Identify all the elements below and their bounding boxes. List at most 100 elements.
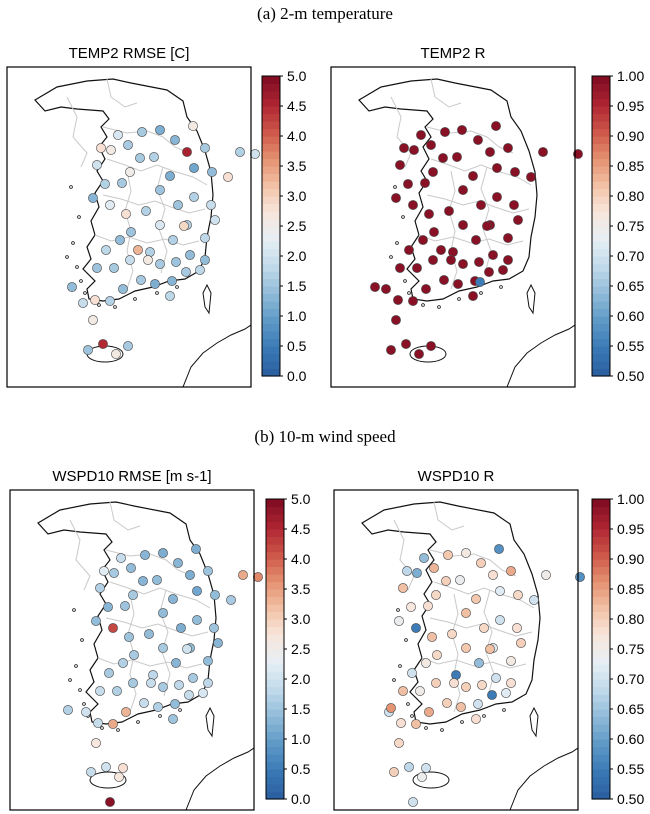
station-marker [91,738,101,748]
colorbar-segment [592,271,610,280]
map-panel-4: WSPD10 R 1.00 0.95 0.90 0.85 0.80 0.75 0.70 0.65… [333,468,644,811]
colorbar-tick-label: 0.5 [287,338,307,354]
panel-frame [6,66,252,388]
coast-island [68,678,72,682]
station-marker [421,763,431,773]
station-marker [92,263,102,273]
station-marker [403,179,413,189]
station-marker [191,544,201,554]
coastline-island [529,706,539,738]
coast-island [460,720,464,724]
colorbar-segment [592,83,610,92]
station-marker [170,135,180,145]
section-b-title: (b) 10-m wind speed [254,427,396,446]
station-marker [165,171,175,181]
station-marker [111,349,121,359]
colorbar-segment [262,166,280,175]
colorbar-segment [266,641,284,650]
station-marker [439,275,449,285]
station-marker [128,590,138,600]
colorbar-segment [262,316,280,325]
colorbar-segment [592,91,610,100]
station-marker [140,550,150,560]
coast-island [83,291,87,295]
station-marker [461,643,471,653]
station-marker [381,284,391,294]
colorbar-tick-label: 5.0 [287,68,307,84]
colorbar-tick-label: 1.0 [291,731,311,747]
colorbar-segment [266,656,284,665]
colorbar-segment [592,308,610,317]
colorbar-segment [262,346,280,355]
station-marker [168,235,178,245]
station-marker [126,227,136,237]
station-marker [115,235,125,245]
colorbar-segment [592,784,610,793]
coast-island [77,215,81,219]
province-border [393,519,415,591]
station-marker [105,797,115,807]
station-marker [148,670,158,680]
station-marker [203,566,213,576]
colorbar-tick-label: 0.65 [617,278,644,294]
colorbar-segment [592,686,610,695]
colorbar-segment [266,724,284,733]
station-marker [399,143,409,153]
colorbar-segment [262,301,280,310]
province-border [109,581,211,609]
colorbar-tick-label: 0.90 [617,128,644,144]
colorbar-segment [592,664,610,673]
station-marker [458,220,468,230]
colorbar-segment [592,203,610,212]
colorbar: 5.0 4.5 4.0 3.5 3.0 2.5 2.0 1.5 1.0 0.5 0.0 [261,68,307,384]
coast-island [65,255,69,259]
colorbar-tick-label: 0.55 [617,761,644,777]
colorbar-segment [262,263,280,272]
station-marker [135,153,145,163]
colorbar-segment [262,226,280,235]
colorbar-segment [592,731,610,740]
province-border [451,593,461,713]
station-marker [468,171,478,181]
colorbar-segment [262,211,280,220]
coast-island [499,285,503,289]
station-marker [471,594,481,604]
coast-island [396,608,400,612]
station-marker [461,608,471,618]
colorbar-segment [266,596,284,605]
station-marker [573,149,583,159]
colorbar-segment [592,739,610,748]
station-marker [158,608,168,618]
colorbar-segment [592,776,610,785]
panel-frame [333,489,579,811]
colorbar-segment [266,551,284,560]
colorbar-segment [592,671,610,680]
colorbar-segment [266,769,284,778]
colorbar: 5.0 4.5 4.0 3.5 3.0 2.5 2.0 1.5 1.0 0.5 0.0 [265,491,311,807]
colorbar-segment [592,188,610,197]
station-marker [185,250,195,260]
colorbar-segment [262,293,280,302]
colorbar-segment [592,106,610,115]
coastline-japan [509,747,578,810]
station-marker [423,601,433,611]
colorbar-segment [592,218,610,227]
station-marker [451,670,461,680]
station-marker [575,572,585,582]
colorbar-segment [266,754,284,763]
coast-island [116,728,120,732]
station-marker [538,147,548,157]
coast-island [393,185,397,189]
station-marker [173,558,183,568]
coastline [358,78,538,302]
station-marker [424,707,434,717]
station-marker [168,594,178,604]
station-marker [125,167,135,177]
colorbar-segment [592,499,610,508]
colorbar-tick-label: 4.0 [287,128,307,144]
station-marker [398,686,408,696]
coast-island [389,255,393,259]
colorbar: 1.00 0.95 0.90 0.85 0.80 0.75 0.70 0.65 0.60 0.55… [591,68,644,384]
station-marker [108,719,118,729]
